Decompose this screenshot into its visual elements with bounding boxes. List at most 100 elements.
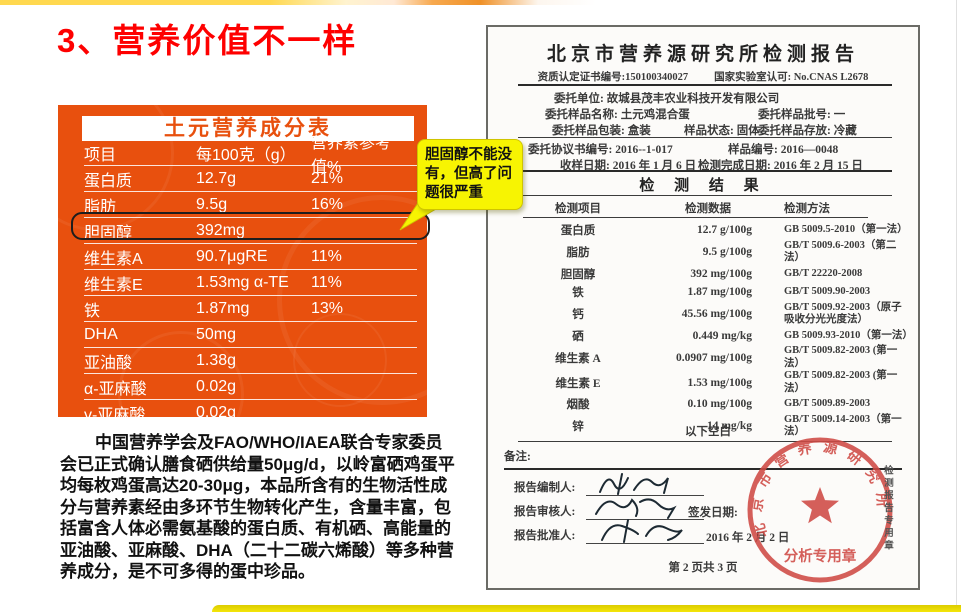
nutrition-cell-item: 脂肪 [84, 198, 117, 216]
result-cell-item: 烟酸 [566, 399, 590, 412]
star-icon [801, 487, 839, 524]
result-cell-data: 0.10 mg/100g [687, 398, 752, 411]
lab-accreditation: 国家实验室认可: No.CNAS L2678 [714, 72, 869, 83]
nutrition-cell-ref: 11% [311, 247, 342, 265]
divider [518, 170, 892, 172]
result-cell-method: GB/T 5009.82-2003 (第一法） [784, 345, 898, 369]
nutrition-row-6: DHA 50mg [84, 322, 417, 348]
result-row-5: 硒 0.449 mg/kg GB 5009.93-2010（第一法） [488, 327, 918, 346]
results-section-title: 检 测 结 果 [639, 178, 767, 194]
divider [518, 84, 892, 86]
nutrition-cell-item: γ-亚麻酸 [84, 406, 146, 418]
result-cell-data: 0.449 mg/kg [692, 329, 752, 342]
result-cell-method: GB/T 5009.90-2003 [784, 286, 871, 297]
nutrition-cell-value: 0.02g [196, 377, 237, 395]
result-row-7: 维生素 E 1.53 mg/100g GB/T 5009.82-2003 (第一法） [488, 370, 918, 395]
nutrition-cell-item: 维生素E [84, 276, 143, 294]
result-cell-item: 铁 [572, 287, 584, 300]
result-row-8: 烟酸 0.10 mg/100g GB/T 5009.89-2003 [488, 395, 918, 414]
col-header-per100g: 每100克（g） [196, 146, 296, 164]
cert-number: 资质认定证书编号:150100340027 [537, 72, 689, 83]
result-cell-method: GB/T 5009.82-2003 (第一法） [784, 370, 898, 394]
result-row-6: 维生素 A 0.0907 mg/100g GB/T 5009.82-2003 (第一… [488, 345, 918, 370]
result-row-4: 钙 45.56 mg/100g GB/T 5009.92-2003（原子吸收分光光度… [488, 302, 918, 327]
nutrition-cell-item: 亚油酸 [84, 354, 133, 372]
result-cell-method: GB/T 5009.14-2003（第一法） [784, 413, 902, 438]
report-certification-line: 资质认定证书编号:150100340027 国家实验室认可: No.CNAS L… [488, 69, 918, 84]
result-cell-data: 12.7 g/100g [697, 224, 752, 237]
results-rows: 蛋白质 12.7 g/100g GB 5009.5-2010（第一法） 脂肪 9.5 g… [488, 221, 918, 439]
result-cell-method: GB/T 5009.89-2003 [784, 398, 871, 409]
result-cell-method: GB/T 5009.92-2003（原子吸收分光光度法） [784, 301, 902, 326]
nutrition-row-1: 脂肪 9.5g 16% [84, 192, 417, 218]
nutrition-rows: 蛋白质 12.7g 21% 脂肪 9.5g 16% 胆固醇 392mg 维生素A 90.7μgRE… [58, 166, 427, 417]
result-cell-method: GB 5009.93-2010（第一法） [784, 329, 913, 341]
field-receive-date: 收样日期: 2016 年 1 月 6 日 [560, 160, 697, 172]
nutrition-cell-value: 12.7g [196, 169, 237, 187]
nutrition-cell-value: 1.53mg α-TE [196, 273, 289, 291]
nutrition-cell-value: 1.38g [196, 351, 237, 369]
nutrition-row-4: 维生素E 1.53mg α-TE 11% [84, 270, 417, 296]
res-col-method: 检测方法 [784, 203, 830, 215]
result-cell-data: 1.87 mg/100g [687, 286, 752, 299]
result-row-3: 铁 1.87 mg/100g GB/T 5009.90-2003 [488, 283, 918, 302]
result-cell-item: 蛋白质 [560, 225, 596, 238]
nutrition-cell-value: 392mg [196, 221, 245, 239]
nutrition-cell-value: 50mg [196, 325, 237, 343]
field-package: 委托样品包装: 盒装 [552, 125, 651, 137]
results-header-row: 检测项目 检测数据 检测方法 [488, 200, 918, 216]
approver-label: 报告批准人: [514, 530, 576, 542]
result-cell-item: 脂肪 [566, 247, 590, 259]
result-row-2: 胆固醇 392 mg/100g GB/T 22220-2008 [488, 265, 918, 284]
nutrition-cell-ref: 11% [311, 273, 342, 291]
page-number: 第 2 页共 3 页 [668, 562, 738, 574]
nutrition-table-title: 土元营养成分表 [82, 116, 414, 141]
maker-label: 报告编制人: [514, 482, 576, 494]
field-sample-name: 委托样品名称: 土元鸡混合蛋 [545, 109, 690, 121]
result-row-0: 蛋白质 12.7 g/100g GB 5009.5-2010（第一法） [488, 221, 918, 240]
nutrition-table: 土元营养成分表 项目 每100克（g） 营养素参考值% 蛋白质 12.7g 21% 脂… [58, 105, 427, 417]
nutrition-row-5: 铁 1.87mg 13% [84, 296, 417, 322]
nutrition-cell-item: 维生素A [84, 250, 143, 268]
result-cell-data: 0.0907 mg/100g [675, 351, 752, 364]
field-protocol-no: 委托协议书编号: 2016--1-017 [528, 144, 673, 156]
nutrition-table-header-row: 项目 每100克（g） 营养素参考值% [84, 135, 417, 176]
test-report-document: 北京市营养源研究所检测报告 资质认定证书编号:150100340027 国家实验… [486, 25, 920, 590]
result-row-9: 锌 14 mg/kg GB/T 5009.14-2003（第一法） [488, 414, 918, 439]
side-stamp-vertical-text: 检测报告专用章 [882, 465, 892, 553]
signature-line [586, 543, 704, 544]
page-edge-line [956, 0, 957, 612]
result-cell-data: 392 mg/100g [690, 267, 752, 280]
result-cell-item: 维生素 A [555, 352, 601, 365]
result-cell-method: GB 5009.5-2010（第一法） [784, 224, 908, 235]
note-label: 备注: [504, 451, 531, 463]
result-cell-item: 维生素 E [555, 377, 601, 390]
nutrition-cell-ref: 16% [311, 195, 344, 213]
result-cell-data: 9.5 g/100g [702, 246, 752, 258]
signature-scribble-approver [601, 519, 683, 543]
nutrition-row-3: 维生素A 90.7μgRE 11% [84, 244, 417, 270]
divider [518, 137, 892, 138]
result-cell-method: GB/T 22220-2008 [784, 267, 863, 279]
bottom-accent-bar [212, 605, 961, 612]
field-storage: 委托样品存放: 冷藏 [758, 125, 857, 137]
nutrition-cell-ref: 13% [311, 299, 344, 317]
divider [518, 441, 892, 442]
divider [523, 217, 868, 218]
nutrition-row-0: 蛋白质 12.7g 21% [84, 166, 417, 192]
below-blank-note: 以下空白 [685, 426, 731, 438]
nutrition-cell-ref: 21% [311, 169, 344, 187]
nutrition-row-highlighted-2: 胆固醇 392mg [84, 218, 417, 244]
report-title: 北京市营养源研究所检测报告 [546, 44, 859, 65]
nutrition-cell-item: α-亚麻酸 [84, 380, 147, 398]
result-cell-data: 14 mg/kg [706, 420, 752, 432]
selenium-description-text: 中国营养学会及FAO/WHO/IAEA联合专家委员会已正式确认膳食硒供给量50μ… [60, 433, 455, 581]
nutrition-cell-value: 90.7μgRE [196, 247, 268, 265]
nutrition-cell-item: 铁 [84, 302, 101, 320]
field-state: 样品状态: 固体 [684, 125, 760, 137]
nutrition-cell-value: 1.87mg [196, 299, 250, 317]
field-sample-no: 样品编号: 2016—0048 [728, 144, 839, 156]
seal-label-text: 分析专用章 [784, 547, 857, 565]
result-cell-item: 胆固醇 [560, 268, 596, 281]
nutrition-cell-value: 9.5g [196, 195, 228, 213]
